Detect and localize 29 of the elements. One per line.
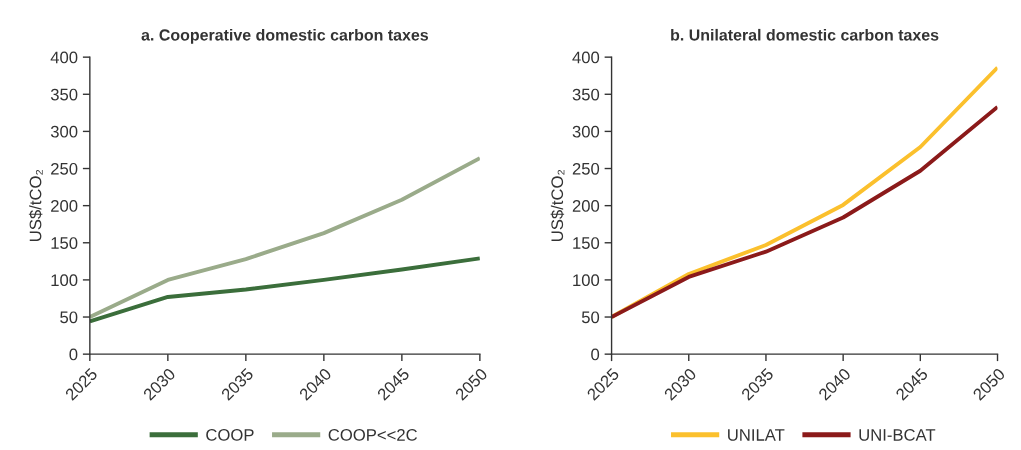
y-tick-label: 100 — [51, 274, 78, 287]
y-tick-label: 50 — [60, 311, 78, 324]
legend-label: COOP — [206, 428, 254, 441]
y-tick-label: 0 — [591, 348, 600, 361]
y-tick-label: 150 — [573, 237, 600, 249]
line-series — [89, 256, 480, 324]
y-tick-label: 350 — [572, 88, 600, 101]
y-tick-label: 50 — [581, 311, 600, 324]
y-tick-label: 400 — [50, 51, 78, 64]
y-tick-label: 300 — [572, 125, 600, 138]
y-tick-label: 300 — [50, 125, 78, 138]
y-tick-label: 400 — [572, 51, 600, 64]
legend-label: UNILAT — [728, 429, 785, 441]
y-tick-label: 200 — [572, 200, 600, 212]
chart-title: b. Unilateral domestic carbon taxes — [671, 28, 939, 41]
y-tick-label: 250 — [572, 162, 600, 175]
line-series — [89, 156, 480, 319]
y-tick-label: 0 — [69, 348, 78, 361]
legend-label: COOP<<2C — [328, 428, 418, 441]
line-series — [611, 104, 998, 319]
y-tick-label: 150 — [51, 237, 78, 249]
chart-title: a. Cooperative domestic carbon taxes — [141, 28, 429, 44]
y-tick-label: 100 — [573, 274, 600, 287]
legend-label: UNI-BCAT — [859, 428, 936, 441]
y-axis-title: US$/tCO₂ — [28, 169, 43, 241]
y-tick-label: 350 — [50, 88, 78, 101]
y-axis-title: US$/tCO₂ — [550, 169, 565, 241]
y-tick-label: 200 — [51, 200, 78, 212]
y-tick-label: 250 — [51, 162, 78, 175]
